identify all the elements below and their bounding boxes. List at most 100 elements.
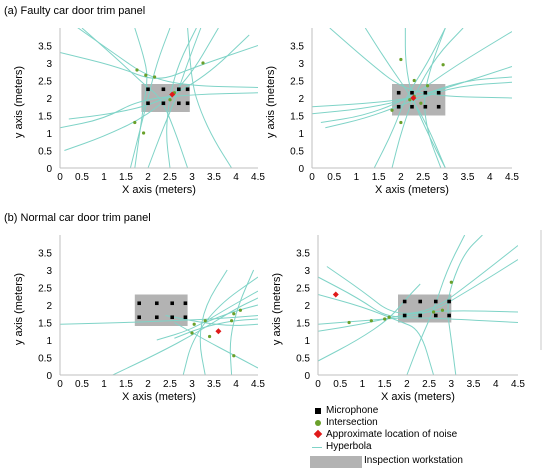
microphone-7 [177,101,181,106]
intersection-3 [425,84,430,88]
intersection-5 [168,98,172,102]
x-tick-label: 1 [354,172,360,183]
x-tick-label: 3.5 [207,172,221,183]
intersection-8 [232,354,236,358]
microphone-2 [155,301,159,306]
intersection-4 [441,63,445,67]
microphone-4 [183,301,188,306]
x-axis-title: X axis (meters) [381,391,455,403]
noise-location-1 [215,328,222,335]
legend-label-hyperbola: Hyperbola [326,441,372,452]
x-tick-label: 0 [309,172,315,183]
hyperbola-5 [60,92,258,129]
x-tick-label: 1.5 [119,379,133,390]
hyperbola-9 [424,28,446,168]
hyperbola-10 [81,28,189,168]
plot-a-left: 0 0.5 1 1.5 2 2.5 3 3.5 4 4.5 0 0.5 1 1.5 2 2.5 3 3.5 X ax… [13,28,265,196]
x-tick-label: 4 [233,172,239,183]
microphone-1 [146,87,150,92]
hyperbola-6 [364,28,446,168]
microphone-5 [396,104,401,109]
intersection-2 [203,319,207,323]
y-tick-label: 2.5 [38,77,52,88]
y-tick-label: 2.5 [290,77,304,88]
y-tick-label: 3.5 [290,42,304,53]
y-tick-label: 1.5 [38,112,52,123]
y-tick-label: 1.5 [296,319,310,330]
x-tick-label: 0.5 [333,379,347,390]
x-tick-label: 1 [101,172,107,183]
x-tick-label: 4 [493,379,499,390]
microphone-3 [433,299,438,304]
x-tick-label: 4.5 [505,172,519,183]
x-tick-label: 0.5 [75,172,89,183]
y-tick-label: 1.5 [38,319,52,330]
y-tick-label: 2.5 [38,284,52,295]
plot-b-right: 0 0.5 1 1.5 2 2.5 3 3.5 4 4.5 0 0.5 1 1.5 2 2.5 3 3.5 X ax… [271,235,525,403]
microphone-2 [410,90,414,95]
x-tick-label: 3 [449,379,455,390]
hyperbola-1 [318,310,518,332]
y-tick-label: 1 [46,336,52,347]
intersection-9 [399,120,403,125]
noise-location-1 [169,91,176,98]
x-tick-label: 3 [189,379,195,390]
intersection-7 [440,308,445,312]
intersection-2 [144,73,148,77]
hyperbola-6 [318,283,421,362]
microphone-3 [170,301,174,306]
hyperbola-3 [68,34,250,120]
intersection-4 [387,315,391,319]
x-tick-label: 2 [404,379,410,390]
x-tick-label: 2.5 [163,379,177,390]
x-tick-label: 4 [487,172,493,183]
y-tick-label: 3 [304,266,310,277]
microphone-7 [170,315,174,320]
hyperbola-3 [318,259,518,318]
microphone-5 [402,313,407,318]
hyperbola-9 [174,322,258,369]
intersection-5 [449,280,453,284]
legend-label-microphone: Microphone [326,405,379,416]
y-tick-label: 0.5 [290,147,304,158]
hyperbola-2 [60,45,258,79]
hyperbola-4 [64,28,219,151]
x-tick-label: 2 [145,379,151,390]
y-tick-label: 3.5 [38,249,52,260]
x-tick-label: 3 [189,172,195,183]
intersection-2 [369,319,373,323]
y-tick-label: 2.5 [296,284,310,295]
microphone-3 [423,90,428,95]
y-tick-label: 1 [298,129,304,140]
x-tick-label: 4.5 [511,379,525,390]
y-axis-title: y axis (meters) [265,66,277,138]
hyperbola-10 [391,28,464,168]
noise-location-1 [410,95,417,101]
microphone-3 [177,87,181,92]
hyperbola-group [60,28,258,168]
legend-label-noise: Approximate location of noise [326,429,458,440]
y-tick-label: 2 [298,94,304,105]
intersection-3 [230,319,234,323]
x-tick-label: 0 [315,379,321,390]
microphone-6 [155,315,159,320]
x-tick-label: 2.5 [416,172,430,183]
hyperbola-line-icon [312,441,330,453]
x-tick-label: 3 [443,172,449,183]
intersection-8 [142,131,146,135]
intersection-7 [419,101,423,105]
intersection-3 [383,317,387,321]
hyperbola-8 [147,28,202,168]
intersection-2 [412,78,416,83]
intersection-6 [208,334,212,339]
hyperbola-1 [60,315,258,325]
x-axis-title: X axis (meters) [122,391,196,403]
microphone-2 [161,87,166,92]
y-tick-label: 3.5 [296,249,310,260]
y-tick-label: 2 [46,301,52,312]
intersection-marker-icon [312,417,330,429]
hyperbola-11 [134,28,148,168]
intersection-8 [390,108,394,112]
hyperbola-7 [229,269,255,375]
